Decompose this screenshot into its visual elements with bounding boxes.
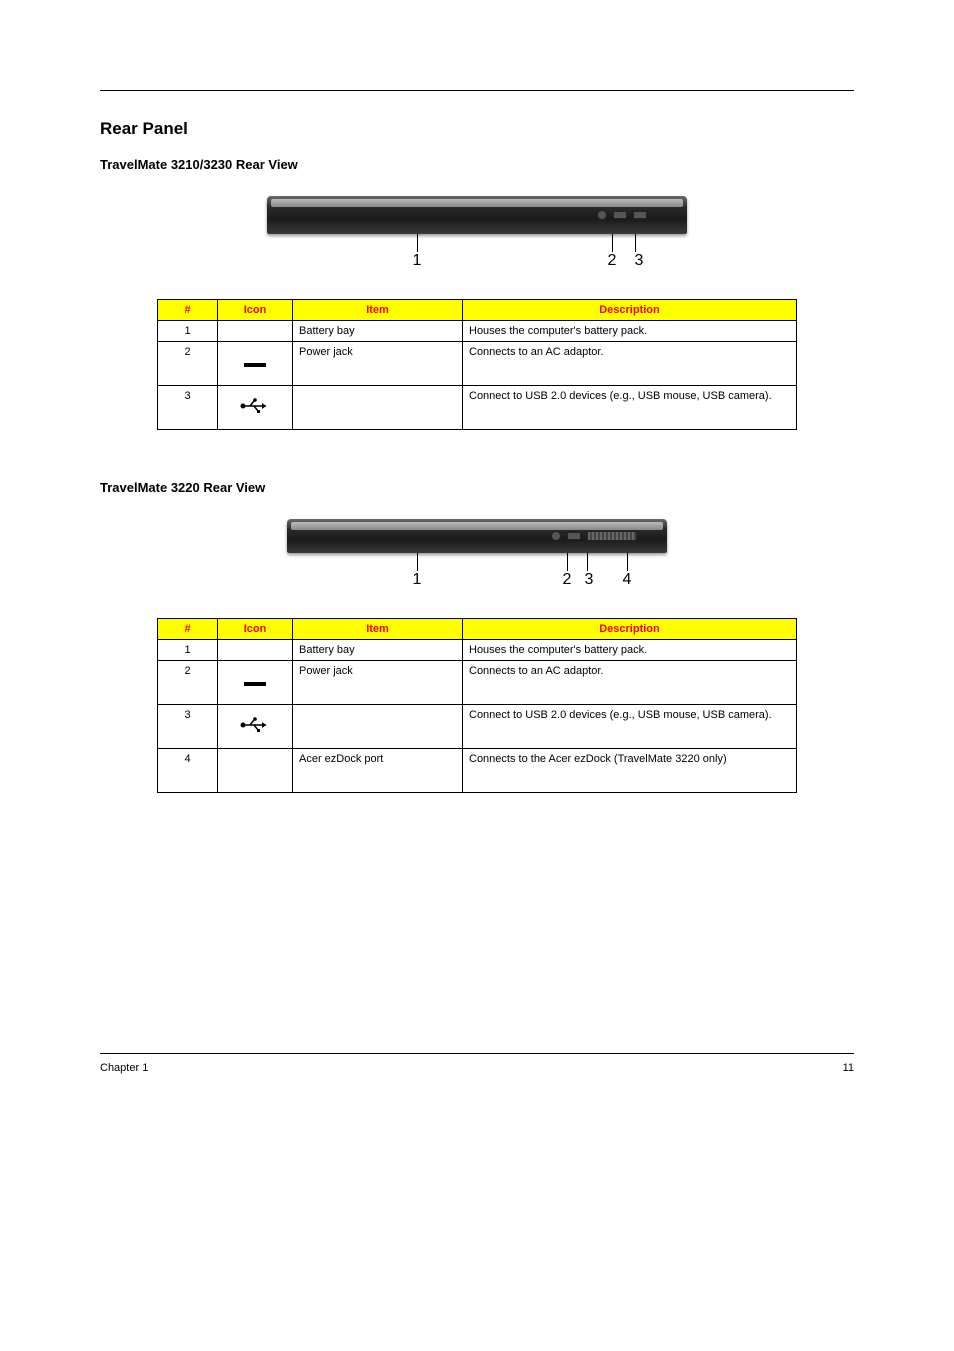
top-rule	[100, 90, 854, 91]
cell-desc: Connects to an AC adaptor.	[463, 342, 797, 386]
dock-port-icon	[587, 531, 637, 541]
callout-number: 4	[623, 571, 632, 589]
cell-item: Power jack	[293, 342, 463, 386]
callout-line	[612, 234, 613, 252]
cell-desc: Houses the computer's battery pack.	[463, 321, 797, 342]
col-item: Item	[293, 619, 463, 640]
footer-chapter: Chapter 1	[100, 1062, 148, 1074]
cell-desc: Houses the computer's battery pack.	[463, 640, 797, 661]
usb-port-icon	[633, 211, 647, 219]
table-header-row: # Icon Item Description	[158, 619, 797, 640]
section-title: Rear Panel	[100, 119, 854, 139]
laptop-body	[287, 519, 667, 553]
cell-desc: Connect to USB 2.0 devices (e.g., USB mo…	[463, 386, 797, 430]
rear-view-image-2: 1 2 3 4	[100, 519, 854, 558]
col-desc: Description	[463, 619, 797, 640]
page-footer: Chapter 1 11	[100, 1053, 854, 1074]
cell-item	[293, 386, 463, 430]
table-row: 3 Connect to USB 2.0 devices (e.g., USB …	[158, 386, 797, 430]
callout-number: 1	[413, 571, 422, 589]
col-desc: Description	[463, 300, 797, 321]
cell-num: 2	[158, 661, 218, 705]
power-port-icon	[597, 210, 607, 220]
cell-icon	[218, 321, 293, 342]
usb-port-icon	[567, 532, 581, 540]
cell-icon	[218, 749, 293, 793]
cell-icon	[218, 640, 293, 661]
callout-line	[587, 553, 588, 571]
callout-number: 2	[608, 252, 617, 270]
cell-item	[293, 705, 463, 749]
table-row: 4 Acer ezDock port Connects to the Acer …	[158, 749, 797, 793]
col-num: #	[158, 619, 218, 640]
rear-view-image-1: 1 2 3	[100, 196, 854, 239]
cell-num: 1	[158, 321, 218, 342]
callout-line	[567, 553, 568, 571]
table-row: 3 Connect to USB 2.0 devices (e.g., USB …	[158, 705, 797, 749]
footer-page-num: 11	[843, 1062, 854, 1074]
callout-number: 1	[413, 252, 422, 270]
callout-line	[417, 234, 418, 252]
table-row: 2 Power jack Connects to an AC adaptor.	[158, 342, 797, 386]
cell-icon	[218, 386, 293, 430]
cell-desc: Connects to an AC adaptor.	[463, 661, 797, 705]
table-row: 1 Battery bay Houses the computer's batt…	[158, 321, 797, 342]
cell-item: Power jack	[293, 661, 463, 705]
usb-icon	[240, 716, 270, 738]
callout-number: 3	[635, 252, 644, 270]
cell-icon	[218, 342, 293, 386]
callout-line	[417, 553, 418, 571]
table-header-row: # Icon Item Description	[158, 300, 797, 321]
callout-line	[627, 553, 628, 571]
cell-desc: Connect to USB 2.0 devices (e.g., USB mo…	[463, 705, 797, 749]
power-icon	[244, 363, 266, 367]
subtitle-3210-3230: TravelMate 3210/3230 Rear View	[100, 157, 854, 172]
col-num: #	[158, 300, 218, 321]
cell-num: 2	[158, 342, 218, 386]
cell-num: 1	[158, 640, 218, 661]
cell-num: 3	[158, 705, 218, 749]
callout-line	[635, 234, 636, 252]
col-icon: Icon	[218, 619, 293, 640]
col-item: Item	[293, 300, 463, 321]
cell-icon	[218, 705, 293, 749]
cell-num: 4	[158, 749, 218, 793]
callout-number: 3	[585, 571, 594, 589]
table-row: 2 Power jack Connects to an AC adaptor.	[158, 661, 797, 705]
cell-item: Battery bay	[293, 321, 463, 342]
usb-icon	[240, 397, 270, 419]
callout-number: 2	[563, 571, 572, 589]
spec-table-1: # Icon Item Description 1 Battery bay Ho…	[157, 299, 797, 430]
col-icon: Icon	[218, 300, 293, 321]
power-port-icon	[551, 531, 561, 541]
cell-num: 3	[158, 386, 218, 430]
subtitle-3220: TravelMate 3220 Rear View	[100, 480, 854, 495]
cell-item: Battery bay	[293, 640, 463, 661]
cell-icon	[218, 661, 293, 705]
spec-table-2: # Icon Item Description 1 Battery bay Ho…	[157, 618, 797, 793]
power-icon	[244, 682, 266, 686]
cell-desc: Connects to the Acer ezDock (TravelMate …	[463, 749, 797, 793]
table-row: 1 Battery bay Houses the computer's batt…	[158, 640, 797, 661]
laptop-body	[267, 196, 687, 234]
usb-port-icon	[613, 211, 627, 219]
cell-item: Acer ezDock port	[293, 749, 463, 793]
